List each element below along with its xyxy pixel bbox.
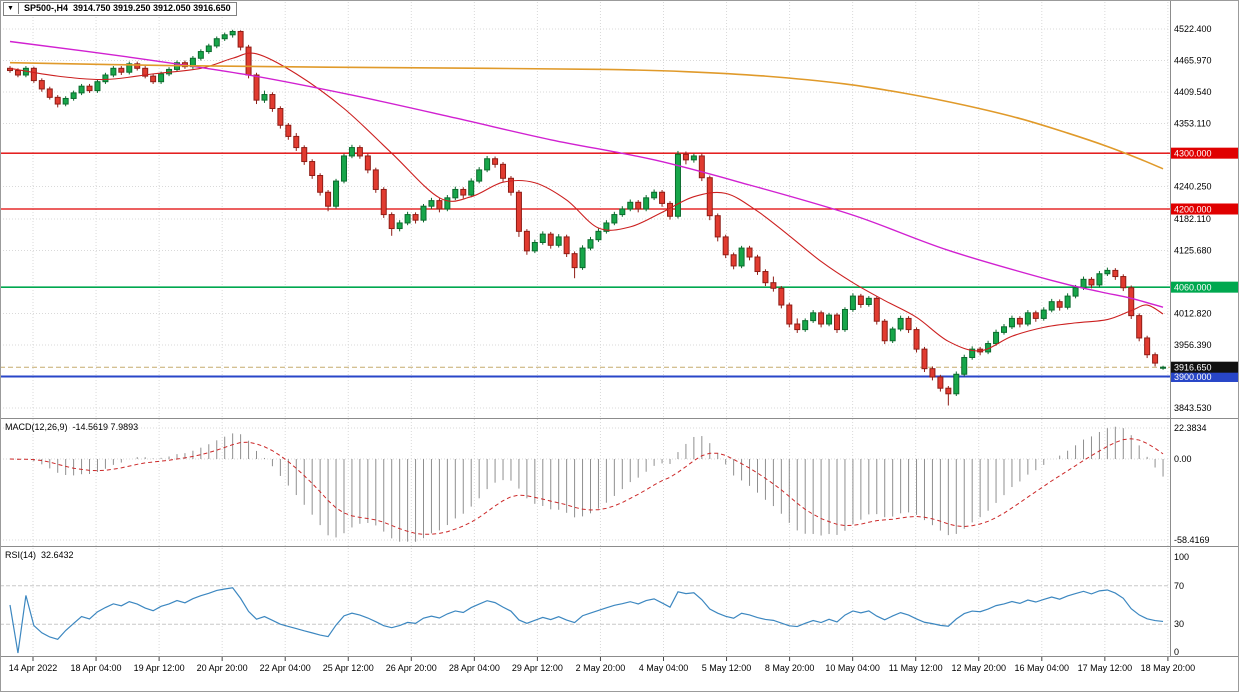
price-badge-text: 4300.000 — [1174, 149, 1212, 159]
chart-dropdown-arrow-icon[interactable]: ▼ — [7, 3, 19, 14]
macd-axis-label: 0.00 — [1174, 454, 1192, 464]
price-axis-label: 4409.540 — [1174, 87, 1212, 97]
macd-axis-label: 22.3834 — [1174, 423, 1207, 433]
ohlc-readout: 3914.750 3919.250 3912.050 3916.650 — [72, 3, 231, 13]
bid-price-badge — [1171, 361, 1239, 373]
chart-title-box[interactable]: ▼ SP500-,H4 3914.750 3919.250 3912.050 3… — [3, 2, 237, 16]
time-axis-label: 10 May 04:00 — [825, 663, 880, 673]
rsi-line — [9, 587, 1164, 654]
price-axis-label: 4240.250 — [1174, 182, 1212, 192]
time-axis-label: 17 May 12:00 — [1078, 663, 1133, 673]
ma-mid-magenta — [9, 40, 1164, 308]
time-axis-label: 12 May 20:00 — [951, 663, 1006, 673]
price-axis-label: 3843.530 — [1174, 403, 1212, 413]
price-axis-label: 4125.680 — [1174, 245, 1212, 255]
bid-price-badge-text: 3916.650 — [1174, 363, 1212, 373]
price-gridlines: 4522.400 4465.970 4409.540 4353.110 4240.250… — [0, 24, 1212, 413]
price-axis-label: 4353.110 — [1174, 119, 1211, 129]
macd-axis-label: -58.4169 — [1174, 535, 1210, 545]
time-axis-label: 22 Apr 04:00 — [260, 663, 311, 673]
time-axis-label: 19 Apr 12:00 — [134, 663, 185, 673]
time-axis-label: 5 May 12:00 — [702, 663, 752, 673]
time-axis-label: 18 Apr 04:00 — [71, 663, 122, 673]
symbol-timeframe-label: SP500-,H4 — [23, 3, 68, 13]
price-badge-4060.000 — [1171, 281, 1239, 293]
time-axis-label: 2 May 20:00 — [576, 663, 626, 673]
macd-label: MACD(12,26,9) -14.5619 7.9893 — [5, 422, 138, 432]
time-axis-label: 26 Apr 20:00 — [386, 663, 437, 673]
price-axis-label: 3956.390 — [1174, 340, 1212, 350]
rsi-axis-label: 30 — [1174, 619, 1184, 629]
time-axis-label: 8 May 20:00 — [765, 663, 815, 673]
macd-layer — [9, 426, 1164, 542]
time-axis-label: 25 Apr 12:00 — [323, 663, 374, 673]
ma-fast-red — [9, 52, 1164, 352]
rsi-axis-label: 0 — [1174, 647, 1179, 657]
candlesticks-layer[interactable] — [7, 29, 1167, 406]
price-badge-3900.000 — [1171, 370, 1239, 382]
rsi-indicator-name: RSI(14) — [5, 550, 37, 560]
time-axis-label: 16 May 04:00 — [1015, 663, 1070, 673]
macd-indicator-values: -14.5619 7.9893 — [72, 422, 139, 432]
time-axis-label: 11 May 12:00 — [889, 663, 943, 673]
price-badge-4200.000 — [1171, 203, 1239, 215]
rsi-indicator-value: 32.6432 — [41, 550, 74, 560]
rsi-axis-label: 100 — [1174, 552, 1189, 562]
time-axis-label: 18 May 20:00 — [1141, 663, 1196, 673]
price-badge-text: 4200.000 — [1174, 204, 1212, 214]
ma-slow-orange — [9, 61, 1164, 170]
price-axis-label: 4465.970 — [1174, 56, 1212, 66]
price-badge-4300.000 — [1171, 147, 1239, 159]
price-axis-label: 4012.820 — [1174, 308, 1212, 318]
price-badge-text: 4060.000 — [1174, 283, 1212, 293]
price-axis-label: 4522.400 — [1174, 24, 1212, 34]
price-axis-label: 4182.110 — [1174, 214, 1211, 224]
price-badge-text: 3900.000 — [1174, 372, 1212, 382]
rsi-label: RSI(14) 32.6432 — [5, 550, 74, 560]
macd-indicator-name: MACD(12,26,9) — [5, 422, 68, 432]
time-axis-label: 4 May 04:00 — [639, 663, 689, 673]
rsi-layer — [9, 587, 1164, 654]
time-axis-label: 14 Apr 2022 — [9, 663, 58, 673]
vertical-gridlines — [32, 2, 1169, 656]
time-axis-label: 29 Apr 12:00 — [512, 663, 563, 673]
rsi-axis-label: 70 — [1174, 581, 1184, 591]
time-axis-label: 28 Apr 04:00 — [449, 663, 500, 673]
time-axis-label: 20 Apr 20:00 — [197, 663, 248, 673]
